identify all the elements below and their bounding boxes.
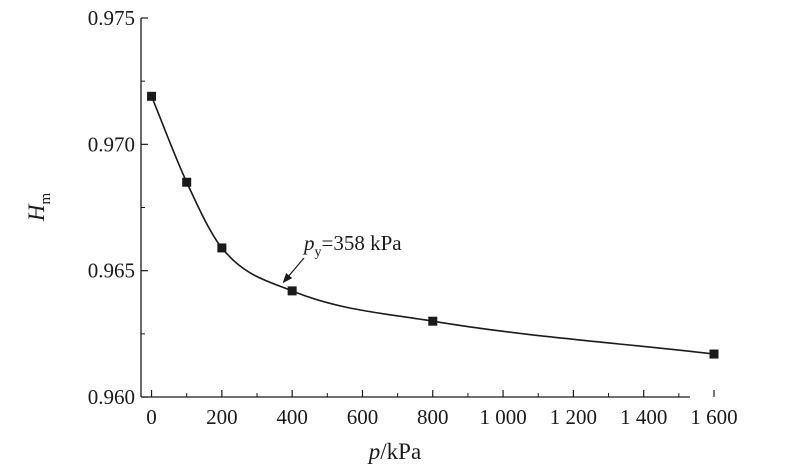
tick-labels: 0.960 0.965 0.970 0.975 0 200 400 600 800 1 000 1 … (88, 6, 738, 429)
x-tick-label: 1 200 (550, 405, 597, 429)
data-point (287, 286, 297, 296)
y-tick-label: 0.960 (88, 385, 135, 409)
data-point (147, 91, 157, 101)
annotation-arrow (282, 257, 305, 284)
data-point (217, 243, 227, 253)
y-tick-label: 0.970 (88, 132, 135, 156)
x-tick-label: 200 (206, 405, 238, 429)
y-tick-label: 0.965 (88, 259, 135, 283)
series-line (150, 96, 715, 355)
ticks (141, 17, 715, 398)
y-axis-title: Hm (24, 193, 54, 223)
x-tick-label: 1 000 (479, 405, 526, 429)
annotation-label: py=358 kPa (302, 231, 402, 260)
data-markers (147, 91, 719, 359)
x-tick-label: 0 (146, 405, 157, 429)
x-tick-label: 1 600 (690, 405, 737, 429)
x-tick-label: 800 (417, 405, 449, 429)
x-tick-label: 1 400 (620, 405, 667, 429)
data-point (428, 316, 438, 326)
y-tick-label: 0.975 (88, 6, 135, 30)
annotation-yield-pressure: py=358 kPa (282, 231, 402, 284)
data-point (709, 349, 719, 359)
data-point (182, 177, 192, 187)
y-axis-title-subscript: m (38, 193, 54, 205)
plot-area: 0.960 0.965 0.970 0.975 0 200 400 600 800 1 000 1 … (88, 6, 738, 429)
x-axis-title: p/kPa (367, 439, 421, 464)
x-tick-label: 600 (347, 405, 379, 429)
x-tick-label: 400 (276, 405, 308, 429)
